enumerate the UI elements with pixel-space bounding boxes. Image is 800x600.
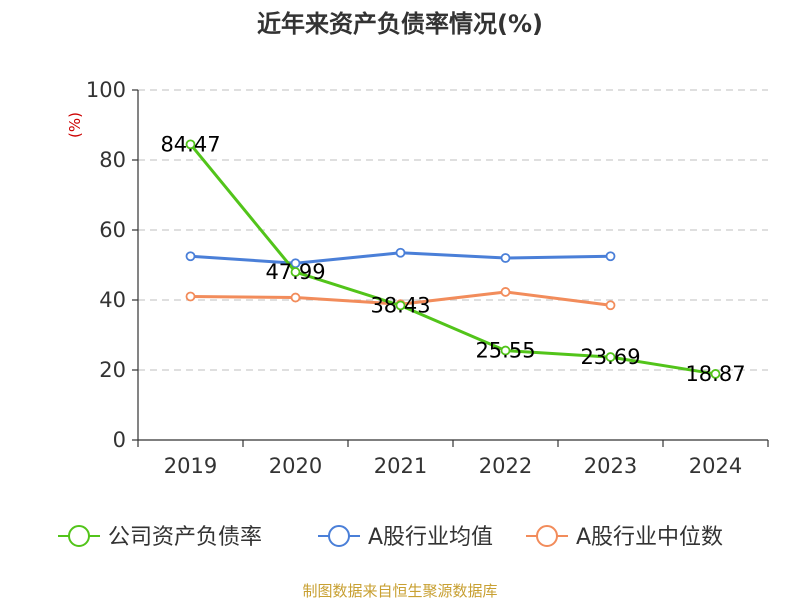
data-point[interactable]	[185, 291, 196, 302]
y-tick-label: 40	[99, 288, 126, 312]
y-tick-label: 20	[99, 358, 126, 382]
data-label: 23.69	[580, 345, 640, 369]
x-tick-label: 2024	[689, 454, 742, 478]
series-lines	[185, 139, 721, 379]
legend-item[interactable]: A股行业中位数	[526, 525, 723, 550]
y-axis-unit-label: (%)	[66, 112, 84, 138]
data-point[interactable]	[605, 251, 616, 262]
legend-marker	[68, 525, 90, 547]
data-label: 18.87	[685, 362, 745, 386]
data-point[interactable]	[500, 287, 511, 297]
data-point[interactable]	[605, 300, 616, 311]
series-0	[185, 139, 721, 379]
data-point[interactable]	[605, 352, 616, 362]
legend-item[interactable]: 公司资产负债率	[58, 525, 262, 550]
y-tick-label: 60	[99, 218, 126, 242]
data-point[interactable]	[500, 253, 511, 263]
x-tick-label: 2019	[164, 454, 217, 478]
legend-label: A股行业中位数	[576, 525, 723, 550]
chart-title: 近年来资产负债率情况(%)	[257, 10, 543, 38]
data-label: 84.47	[160, 132, 220, 156]
data-point[interactable]	[185, 251, 196, 262]
y-tick-label: 0	[113, 428, 126, 452]
gridlines	[138, 89, 768, 371]
series-1	[185, 247, 616, 269]
x-tick-label: 2021	[374, 454, 427, 478]
source-note: 制图数据来自恒生聚源数据库	[302, 582, 497, 600]
legend-label: A股行业均值	[368, 525, 493, 550]
data-point[interactable]	[290, 267, 301, 277]
legend[interactable]: 公司资产负债率 A股行业均值 A股行业中位数	[58, 525, 723, 550]
x-tick-label: 2022	[479, 454, 532, 478]
y-tick-label: 80	[99, 148, 126, 172]
data-point[interactable]	[395, 300, 406, 311]
series-line	[189, 143, 716, 376]
data-point[interactable]	[710, 369, 721, 379]
data-label: 25.55	[475, 339, 535, 363]
data-point[interactable]	[395, 247, 406, 258]
data-label: 47.99	[265, 260, 325, 284]
axes: 0 20 40 60 80 100 2019 2020 2021 2022 2023 2024	[86, 78, 769, 478]
legend-item[interactable]: A股行业均值	[318, 525, 493, 550]
legend-marker	[536, 525, 558, 547]
data-labels: 84.47 47.99 38.43 25.55 23.69 18.87	[160, 132, 745, 386]
x-tick-label: 2023	[584, 454, 637, 478]
data-label: 38.43	[370, 293, 430, 317]
data-point[interactable]	[500, 345, 511, 356]
legend-label: 公司资产负债率	[108, 525, 262, 550]
data-point[interactable]	[290, 292, 301, 303]
y-tick-label: 100	[86, 78, 126, 102]
x-tick-label: 2020	[269, 454, 322, 478]
legend-marker	[328, 525, 350, 547]
data-point[interactable]	[185, 139, 196, 150]
